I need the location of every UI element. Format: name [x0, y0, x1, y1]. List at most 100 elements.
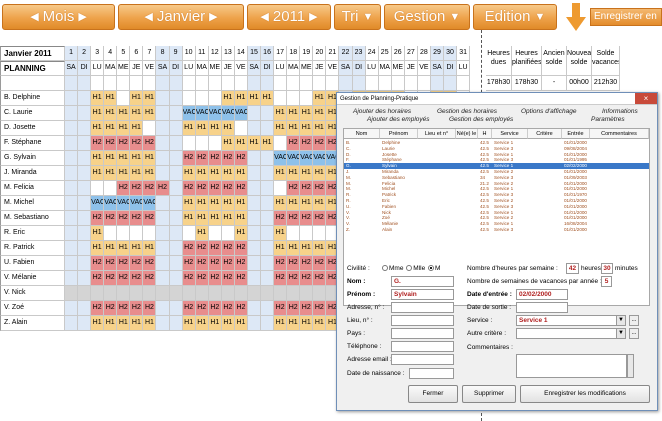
planning-cell[interactable]	[65, 196, 79, 211]
planning-cell[interactable]: VAC	[195, 106, 209, 121]
planning-cell[interactable]: H1	[195, 196, 209, 211]
grid-cell[interactable]	[404, 76, 418, 91]
planning-cell[interactable]	[169, 91, 183, 106]
planning-cell[interactable]	[65, 316, 79, 331]
grid-cell[interactable]	[300, 76, 314, 91]
day-number-cell[interactable]: 16	[261, 46, 275, 61]
planning-cell[interactable]: H2	[274, 211, 288, 226]
weekday-cell[interactable]: LU	[457, 61, 471, 76]
planning-cell[interactable]: H1	[91, 121, 105, 136]
planning-cell[interactable]: H2	[143, 181, 157, 196]
planning-cell[interactable]	[78, 271, 92, 286]
planning-cell[interactable]	[261, 271, 275, 286]
planning-cell[interactable]	[208, 136, 222, 151]
planning-cell[interactable]	[78, 166, 92, 181]
planning-cell[interactable]: H2	[91, 136, 105, 151]
tab-ajouter-horaires[interactable]: Ajouter des horaires	[353, 108, 412, 115]
planning-cell[interactable]: VAC	[287, 151, 301, 166]
list-header-cell[interactable]: Commentaires	[590, 129, 649, 139]
planning-cell[interactable]: H1	[221, 196, 235, 211]
planning-cell[interactable]: H1	[221, 136, 235, 151]
planning-cell[interactable]	[261, 106, 275, 121]
day-number-cell[interactable]: 11	[195, 46, 209, 61]
employee-name[interactable]: C. Laurie	[0, 106, 65, 121]
minutes-field[interactable]: 30	[601, 263, 613, 274]
planning-cell[interactable]	[65, 271, 79, 286]
employee-name[interactable]: D. Josette	[0, 121, 65, 136]
planning-cell[interactable]: H2	[300, 301, 314, 316]
planning-cell[interactable]	[156, 211, 170, 226]
heures-field[interactable]: 42	[566, 263, 579, 274]
radio-m[interactable]	[428, 265, 434, 272]
planning-cell[interactable]	[247, 121, 262, 136]
day-number-cell[interactable]: 24	[365, 46, 379, 61]
weekday-cell[interactable]: ME	[391, 61, 405, 76]
planning-cell[interactable]: H1	[313, 196, 327, 211]
gestion-button[interactable]: Gestion ▼	[384, 4, 470, 30]
planning-cell[interactable]: H1	[195, 121, 209, 136]
planning-cell[interactable]	[195, 286, 209, 301]
planning-cell[interactable]: H2	[117, 271, 131, 286]
planning-cell[interactable]: H1	[208, 196, 222, 211]
pays-field[interactable]	[391, 328, 454, 339]
grid-cell[interactable]	[182, 76, 196, 91]
planning-cell[interactable]	[261, 256, 275, 271]
planning-cell[interactable]	[156, 226, 170, 241]
naissance-field[interactable]	[409, 368, 454, 379]
tab-parametres[interactable]: Paramètres	[591, 116, 625, 123]
chevron-down-icon[interactable]: ▼	[616, 316, 625, 325]
planning-cell[interactable]	[300, 226, 314, 241]
planning-cell[interactable]	[78, 136, 92, 151]
summary-value[interactable]: 178h30	[512, 76, 542, 91]
grid-cell[interactable]	[143, 76, 157, 91]
planning-cell[interactable]: H1	[91, 316, 105, 331]
planning-cell[interactable]	[313, 286, 327, 301]
planning-cell[interactable]: H1	[143, 241, 157, 256]
planning-cell[interactable]: H1	[313, 166, 327, 181]
planning-cell[interactable]	[182, 91, 196, 106]
employee-name[interactable]: B. Delphine	[0, 91, 65, 106]
list-item[interactable]: U. Fabien 42.5 Service 3 01/01/2000	[344, 204, 649, 210]
planning-cell[interactable]: H1	[104, 91, 118, 106]
planning-cell[interactable]: H1	[287, 241, 301, 256]
planning-cell[interactable]	[78, 91, 92, 106]
grid-cell[interactable]	[378, 76, 392, 91]
planning-cell[interactable]: H2	[221, 256, 235, 271]
planning-cell[interactable]	[156, 136, 170, 151]
planning-cell[interactable]	[78, 316, 92, 331]
weekday-cell[interactable]: LU	[365, 61, 379, 76]
planning-cell[interactable]	[78, 256, 92, 271]
grid-cell[interactable]	[221, 76, 235, 91]
grid-cell[interactable]	[130, 76, 144, 91]
planning-cell[interactable]: H1	[117, 166, 131, 181]
planning-cell[interactable]: H2	[208, 271, 222, 286]
planning-cell[interactable]	[65, 106, 79, 121]
planning-cell[interactable]	[261, 166, 275, 181]
grid-cell[interactable]	[274, 76, 288, 91]
summary-value[interactable]: 178h30	[486, 76, 512, 91]
planning-cell[interactable]: H1	[208, 166, 222, 181]
weekday-cell[interactable]: SA	[156, 61, 170, 76]
grid-cell[interactable]	[91, 76, 105, 91]
grid-cell[interactable]	[339, 76, 353, 91]
planning-cell[interactable]: H2	[287, 211, 301, 226]
planning-cell[interactable]: H1	[130, 316, 144, 331]
planning-cell[interactable]: VAC	[143, 196, 157, 211]
employee-name[interactable]: V. Mélanie	[0, 271, 65, 286]
list-header-cell[interactable]: Lieu et n°	[418, 129, 456, 139]
planning-cell[interactable]	[182, 226, 196, 241]
planning-cell[interactable]: H2	[182, 151, 196, 166]
planning-cell[interactable]	[130, 226, 144, 241]
planning-cell[interactable]: VAC	[234, 106, 248, 121]
summary-header[interactable]: Solde vacances	[592, 46, 620, 76]
weekday-cell[interactable]: SA	[247, 61, 262, 76]
list-item[interactable]: G. Sylvain 42.5 Service 1 02/02/2000	[344, 163, 649, 169]
grid-cell[interactable]	[247, 76, 262, 91]
planning-cell[interactable]	[65, 181, 79, 196]
planning-cell[interactable]	[78, 121, 92, 136]
planning-cell[interactable]	[261, 241, 275, 256]
day-number-cell[interactable]: 9	[169, 46, 183, 61]
planning-cell[interactable]	[300, 286, 314, 301]
planning-cell[interactable]	[261, 211, 275, 226]
weekday-cell[interactable]: DI	[352, 61, 366, 76]
